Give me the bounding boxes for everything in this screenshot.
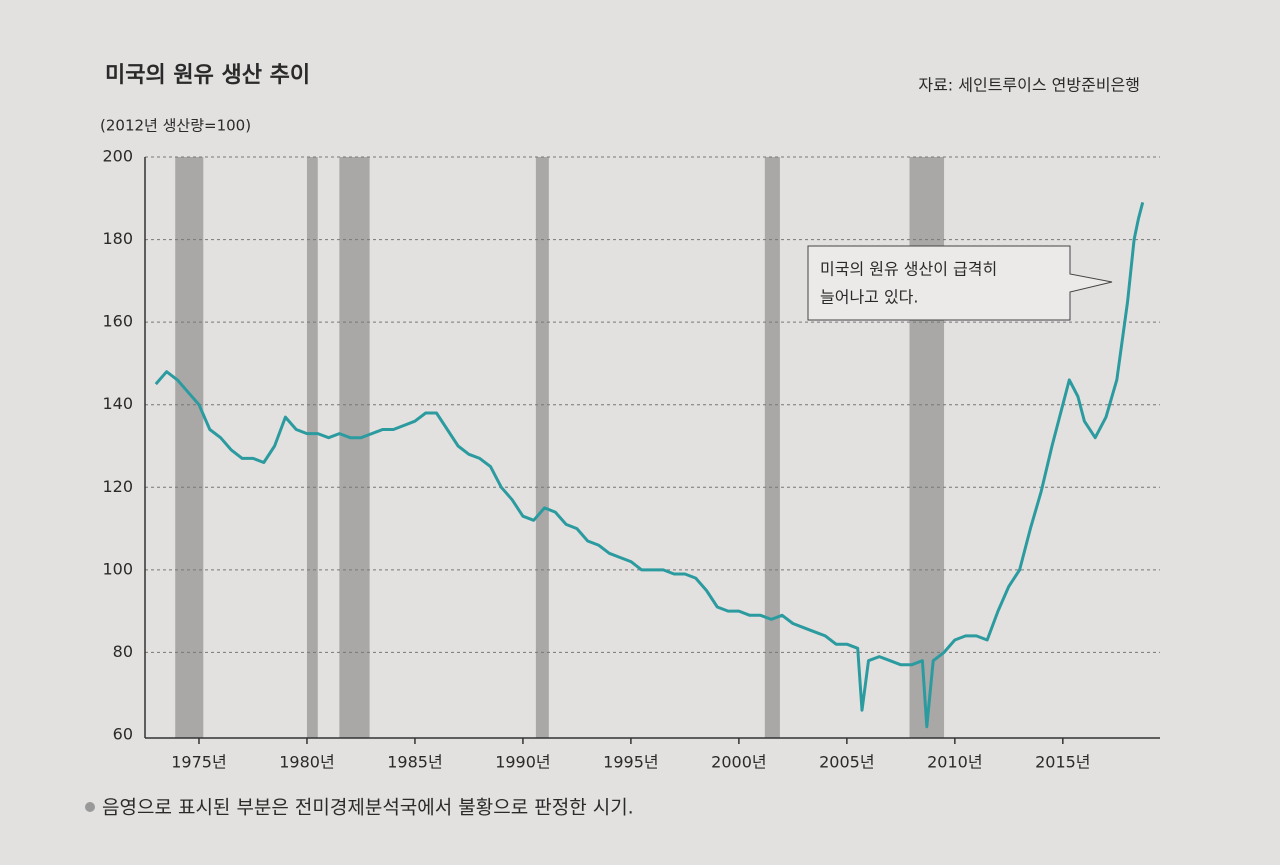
y-tick-label: 100 xyxy=(102,559,133,578)
y-tick-label: 200 xyxy=(102,147,133,166)
footnote-bullet xyxy=(85,802,95,812)
x-tick-label: 1975년 xyxy=(171,753,226,772)
x-tick-label: 1980년 xyxy=(279,753,334,772)
annotation-text: 미국의 원유 생산이 급격히 xyxy=(820,260,997,279)
recession-shade xyxy=(306,157,318,738)
recession-shade xyxy=(764,157,780,738)
y-tick-label: 180 xyxy=(102,229,133,248)
chart-title: 미국의 원유 생산 추이 xyxy=(105,63,310,88)
x-tick-label: 2005년 xyxy=(819,753,874,772)
source: 자료: 세인트루이스 연방준비은행 xyxy=(918,76,1140,95)
annotation-box xyxy=(807,245,1113,321)
x-tick-label: 1990년 xyxy=(495,753,550,772)
x-tick-label: 2010년 xyxy=(927,753,982,772)
x-tick-label: 1985년 xyxy=(387,753,442,772)
x-tick-label: 2015년 xyxy=(1035,753,1090,772)
recession-shade xyxy=(339,157,370,738)
recession-shade xyxy=(175,157,204,738)
y-tick-label: 60 xyxy=(113,725,133,744)
recession-shade xyxy=(535,157,549,738)
y-axis-label: (2012년 생산량=100) xyxy=(100,117,251,135)
recession-shade xyxy=(909,157,945,738)
footnote: 음영으로 표시된 부분은 전미경제분석국에서 불황으로 판정한 시기. xyxy=(102,797,634,819)
y-tick-label: 140 xyxy=(102,394,133,413)
y-tick-label: 80 xyxy=(113,642,133,661)
data-line xyxy=(154,202,1145,729)
x-tick-label: 1995년 xyxy=(603,753,658,772)
annotation-text: 늘어나고 있다. xyxy=(820,288,919,307)
x-tick-label: 2000년 xyxy=(711,753,766,772)
y-tick-label: 120 xyxy=(102,477,133,496)
y-tick-label: 160 xyxy=(102,312,133,331)
